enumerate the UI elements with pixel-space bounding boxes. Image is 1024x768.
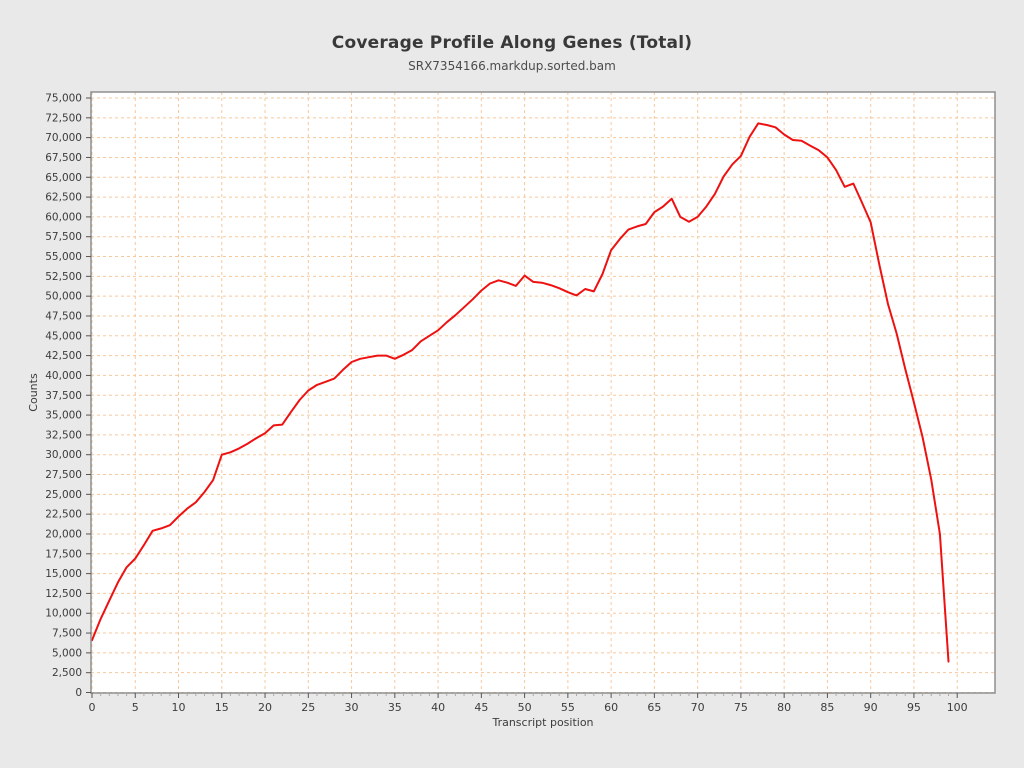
- y-tick-label: 57,500: [45, 231, 82, 243]
- y-tick-label: 52,500: [45, 271, 82, 283]
- x-tick-label: 0: [89, 701, 96, 714]
- x-tick-label: 95: [907, 701, 921, 714]
- x-tick-label: 80: [777, 701, 791, 714]
- x-tick-label: 5: [132, 701, 139, 714]
- y-tick-label: 12,500: [45, 588, 82, 600]
- x-tick-label: 40: [431, 701, 445, 714]
- x-tick-label: 35: [388, 701, 402, 714]
- y-tick-label: 35,000: [45, 410, 82, 422]
- y-tick-label: 45,000: [45, 330, 82, 342]
- tick-labels: 0 2,500 5,000 7,500 10,000 12,500 15,000 17,500…: [45, 93, 967, 715]
- y-tick-label: 60,000: [45, 211, 82, 223]
- x-tick-label: 85: [820, 701, 834, 714]
- axis-ticks: [86, 97, 958, 698]
- x-tick-label: 75: [734, 701, 748, 714]
- y-tick-label: 72,500: [45, 112, 82, 124]
- y-tick-label: 10,000: [45, 608, 82, 620]
- y-tick-label: 37,500: [45, 390, 82, 402]
- x-tick-label: 60: [604, 701, 618, 714]
- y-tick-label: 30,000: [45, 449, 82, 461]
- y-tick-label: 47,500: [45, 310, 82, 322]
- x-tick-label: 10: [172, 701, 186, 714]
- x-tick-label: 90: [864, 701, 878, 714]
- x-tick-label: 50: [518, 701, 532, 714]
- y-tick-label: 0: [75, 687, 82, 699]
- y-tick-label: 70,000: [45, 132, 82, 144]
- y-tick-label: 2,500: [52, 667, 82, 679]
- x-axis-label: Transcript position: [491, 716, 593, 729]
- y-tick-label: 17,500: [45, 548, 82, 560]
- y-tick-label: 20,000: [45, 528, 82, 540]
- plot-background: [91, 92, 995, 693]
- x-tick-label: 70: [691, 701, 705, 714]
- x-tick-label: 55: [561, 701, 575, 714]
- plot-border: [90, 91, 996, 694]
- x-tick-label: 20: [258, 701, 272, 714]
- y-tick-label: 32,500: [45, 429, 82, 441]
- y-tick-label: 67,500: [45, 152, 82, 164]
- x-tick-label: 100: [947, 701, 968, 714]
- coverage-series-line: [91, 122, 950, 663]
- x-tick-label: 30: [345, 701, 359, 714]
- y-tick-label: 50,000: [45, 291, 82, 303]
- y-tick-label: 62,500: [45, 192, 82, 204]
- y-tick-label: 7,500: [52, 628, 82, 640]
- y-tick-label: 5,000: [52, 647, 82, 659]
- y-tick-label: 42,500: [45, 350, 82, 362]
- y-tick-label: 22,500: [45, 509, 82, 521]
- x-tick-label: 15: [215, 701, 229, 714]
- y-tick-label: 27,500: [45, 469, 82, 481]
- y-tick-label: 40,000: [45, 370, 82, 382]
- y-tick-label: 15,000: [45, 568, 82, 580]
- x-tick-label: 25: [301, 701, 315, 714]
- x-tick-label: 65: [647, 701, 661, 714]
- y-tick-label: 25,000: [45, 489, 82, 501]
- x-tick-label: 45: [474, 701, 488, 714]
- chart-subtitle: SRX7354166.markdup.sorted.bam: [408, 59, 616, 73]
- chart-title: Coverage Profile Along Genes (Total): [331, 33, 693, 53]
- y-axis-label: Counts: [27, 373, 40, 412]
- y-tick-label: 65,000: [45, 172, 82, 184]
- y-tick-label: 75,000: [45, 93, 82, 105]
- y-tick-label: 55,000: [45, 251, 82, 263]
